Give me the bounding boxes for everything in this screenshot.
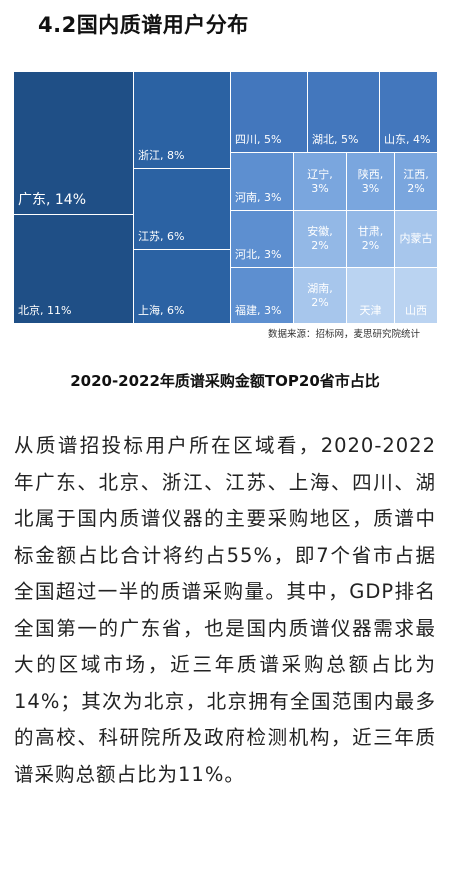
treemap-label: 四川, 5% <box>235 133 282 146</box>
treemap-tile: 广东, 14% <box>14 72 134 215</box>
treemap-tile: 浙江, 8% <box>134 72 231 169</box>
treemap-tile: 安徽, 2% <box>294 211 347 268</box>
treemap-label: 天津 <box>359 304 382 317</box>
section-title: 4.2国内质谱用户分布 <box>38 13 249 37</box>
treemap-tile: 辽宁, 3% <box>294 153 347 211</box>
treemap-label: 湖北, 5% <box>312 133 359 146</box>
chart-title: 2020-2022年质谱采购金额TOP20省市占比 <box>70 372 380 390</box>
treemap-tile: 河南, 3% <box>231 153 294 211</box>
treemap-label: 陕西, 3% <box>357 167 384 195</box>
treemap-tile: 山西 <box>395 268 438 324</box>
treemap-label: 山西 <box>405 304 427 317</box>
treemap-label: 江西, 2% <box>403 167 429 195</box>
body-paragraph: 从质谱招投标用户所在区域看，2020-2022年广东、北京、浙江、江苏、上海、四… <box>14 434 436 786</box>
treemap-tile: 江西, 2% <box>395 153 438 211</box>
treemap-tile: 福建, 3% <box>231 268 294 324</box>
treemap-label: 北京, 11% <box>18 304 72 317</box>
treemap-label: 山东, 4% <box>384 133 431 146</box>
treemap-label: 安徽, 2% <box>307 225 333 252</box>
treemap-tile: 河北, 3% <box>231 211 294 268</box>
treemap-tile: 甘肃, 2% <box>347 211 395 268</box>
treemap-label: 上海, 6% <box>138 304 185 317</box>
treemap-tile: 湖北, 5% <box>308 72 380 153</box>
treemap-label: 辽宁, 3% <box>307 167 333 195</box>
treemap-label: 河北, 3% <box>235 248 282 261</box>
treemap-label: 甘肃, 2% <box>357 225 384 252</box>
treemap-tile: 四川, 5% <box>231 72 308 153</box>
treemap-tile: 江苏, 6% <box>134 169 231 250</box>
treemap-tile: 陕西, 3% <box>347 153 395 211</box>
source-note: 数据来源：招标网，麦思研究院统计 <box>267 329 420 340</box>
treemap-label: 内蒙古 <box>399 232 433 245</box>
treemap-label: 浙江, 8% <box>138 149 185 162</box>
treemap-tile: 天津 <box>347 268 395 324</box>
treemap-label: 福建, 3% <box>235 304 282 317</box>
treemap-tile: 上海, 6% <box>134 250 231 324</box>
treemap-label: 湖南, 2% <box>307 281 333 309</box>
treemap-tile: 山东, 4% <box>380 72 438 153</box>
treemap-label: 广东, 14% <box>18 192 87 208</box>
treemap-tile: 湖南, 2% <box>294 268 347 324</box>
treemap-tile: 北京, 11% <box>14 215 134 324</box>
treemap-label: 江苏, 6% <box>138 230 185 243</box>
treemap-chart: 广东, 14% 北京, 11% 浙江, 8% 江苏, 6% 上海, 6% 四川, 5% 湖北… <box>14 72 438 324</box>
treemap-tile: 内蒙古 <box>395 211 438 268</box>
treemap-label: 河南, 3% <box>235 191 282 204</box>
